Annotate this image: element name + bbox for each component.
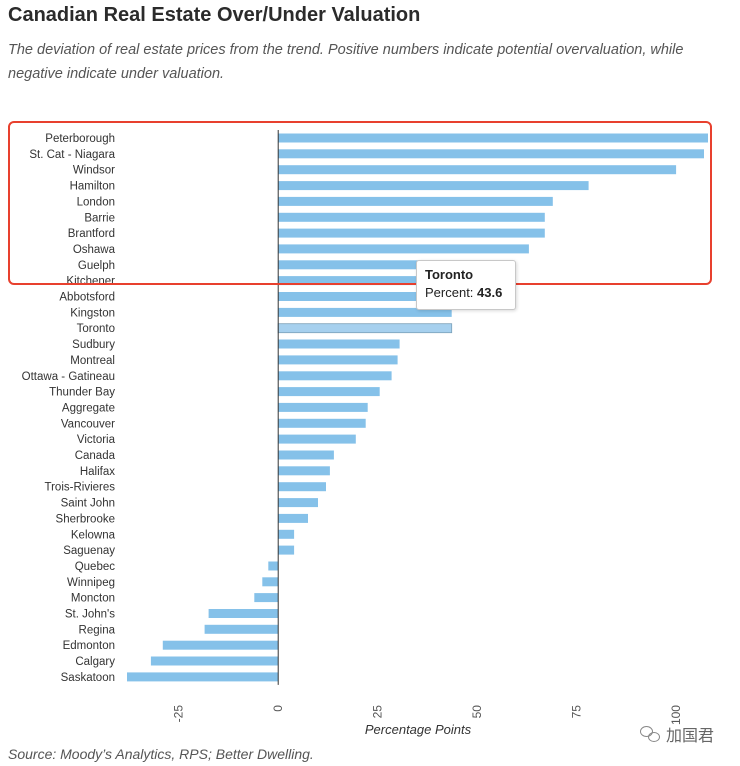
x-tick-label: -25 bbox=[172, 705, 186, 723]
bar-saguenay[interactable] bbox=[278, 545, 295, 555]
watermark: 加国君 bbox=[640, 722, 714, 746]
bar-ottawa-gatineau[interactable] bbox=[278, 371, 392, 381]
category-label: Victoria bbox=[77, 434, 116, 446]
bar-st-john-s[interactable] bbox=[208, 609, 279, 618]
category-label: Canada bbox=[75, 450, 116, 462]
category-label: Barrie bbox=[84, 212, 115, 224]
category-label: Regina bbox=[79, 624, 116, 636]
bar-london[interactable] bbox=[278, 196, 553, 206]
bar-winnipeg[interactable] bbox=[262, 577, 279, 587]
category-label: Montreal bbox=[70, 355, 115, 367]
watermark-text: 加国君 bbox=[666, 728, 715, 745]
bar-toronto[interactable] bbox=[277, 323, 453, 334]
bar-peterborough[interactable] bbox=[278, 133, 708, 143]
bar-brantford[interactable] bbox=[278, 228, 545, 238]
category-label: Kelowna bbox=[71, 529, 116, 541]
category-label: Saskatoon bbox=[61, 672, 115, 684]
bar-moncton[interactable] bbox=[254, 593, 279, 603]
bar-windsor[interactable] bbox=[278, 165, 677, 175]
category-label: Moncton bbox=[71, 593, 115, 605]
category-label: Thunder Bay bbox=[49, 387, 115, 399]
bar-sudbury[interactable] bbox=[278, 339, 400, 349]
category-label: Quebec bbox=[75, 561, 116, 573]
category-label: Halifax bbox=[80, 466, 115, 478]
category-label: Sudbury bbox=[72, 339, 115, 351]
source-note: Source: Moody’s Analytics, RPS; Better D… bbox=[8, 746, 314, 762]
category-label: Saint John bbox=[61, 498, 115, 510]
bar-aggregate[interactable] bbox=[278, 402, 368, 412]
category-label: St. Cat - Niagara bbox=[29, 149, 115, 161]
x-tick-label: 100 bbox=[669, 705, 683, 725]
category-label: Toronto bbox=[77, 323, 115, 335]
category-label: Vancouver bbox=[61, 418, 115, 430]
category-label: Trois-Rivieres bbox=[45, 482, 116, 494]
bar-canada[interactable] bbox=[278, 450, 334, 460]
category-label: Kingston bbox=[70, 307, 115, 319]
tooltip-title: Toronto bbox=[425, 267, 474, 282]
x-tick-label: 0 bbox=[271, 705, 285, 712]
x-tick-label: 50 bbox=[470, 705, 484, 719]
bar-kingston[interactable] bbox=[278, 307, 452, 317]
category-label: Calgary bbox=[75, 656, 115, 668]
bar-oshawa[interactable] bbox=[278, 244, 529, 254]
category-label: Abbotsford bbox=[59, 292, 115, 304]
bar-kitchener[interactable] bbox=[278, 276, 454, 286]
bar-hamilton[interactable] bbox=[278, 181, 589, 191]
category-label: Guelph bbox=[78, 260, 115, 272]
bar-kelowna[interactable] bbox=[278, 529, 295, 539]
bar-calgary[interactable] bbox=[150, 656, 279, 666]
category-label: Winnipeg bbox=[67, 577, 115, 589]
category-label: Windsor bbox=[73, 165, 115, 177]
bar-vancouver[interactable] bbox=[278, 418, 366, 428]
chart-title: Canadian Real Estate Over/Under Valuatio… bbox=[8, 4, 421, 26]
category-label: London bbox=[77, 196, 115, 208]
bar-barrie[interactable] bbox=[278, 212, 545, 222]
category-label: Aggregate bbox=[62, 402, 115, 414]
bar-thunder-bay[interactable] bbox=[278, 387, 380, 397]
category-label: Ottawa - Gatineau bbox=[22, 371, 115, 383]
category-label: Saguenay bbox=[63, 545, 115, 557]
x-tick-label: 25 bbox=[371, 705, 385, 719]
tooltip-label: Percent: bbox=[425, 285, 478, 300]
bar-sherbrooke[interactable] bbox=[278, 513, 308, 523]
bar-guelph[interactable] bbox=[278, 260, 458, 270]
category-label: Brantford bbox=[68, 228, 115, 240]
tooltip: Toronto Percent: 43.6 bbox=[416, 260, 516, 310]
bar-saint-john[interactable] bbox=[278, 498, 318, 508]
category-label: Edmonton bbox=[63, 640, 115, 652]
category-label: St. John's bbox=[65, 609, 115, 621]
tooltip-value: 43.6 bbox=[477, 285, 503, 300]
bar-regina[interactable] bbox=[204, 624, 279, 634]
bar-halifax[interactable] bbox=[278, 466, 330, 476]
bar-trois-rivieres[interactable] bbox=[278, 482, 326, 492]
bar-saskatoon[interactable] bbox=[127, 672, 279, 682]
chart-subtitle: The deviation of real estate prices from… bbox=[8, 42, 684, 82]
category-label: Kitchener bbox=[66, 276, 115, 288]
category-label: Hamilton bbox=[70, 181, 115, 193]
bar-edmonton[interactable] bbox=[162, 640, 279, 650]
bar-st-cat-niagara[interactable] bbox=[278, 149, 704, 159]
bar-victoria[interactable] bbox=[278, 434, 356, 444]
wechat-icon bbox=[640, 726, 660, 742]
bar-quebec[interactable] bbox=[268, 561, 279, 571]
tooltip-arrow bbox=[452, 309, 462, 319]
category-label: Peterborough bbox=[45, 133, 115, 145]
category-label: Oshawa bbox=[73, 244, 116, 256]
x-axis-title: Percentage Points bbox=[365, 722, 472, 737]
category-label: Sherbrooke bbox=[56, 513, 115, 525]
bar-montreal[interactable] bbox=[278, 355, 398, 365]
tooltip-body: Percent: 43.6 bbox=[425, 285, 507, 300]
bar-abbotsford[interactable] bbox=[278, 292, 454, 301]
x-tick-label: 75 bbox=[570, 705, 584, 719]
